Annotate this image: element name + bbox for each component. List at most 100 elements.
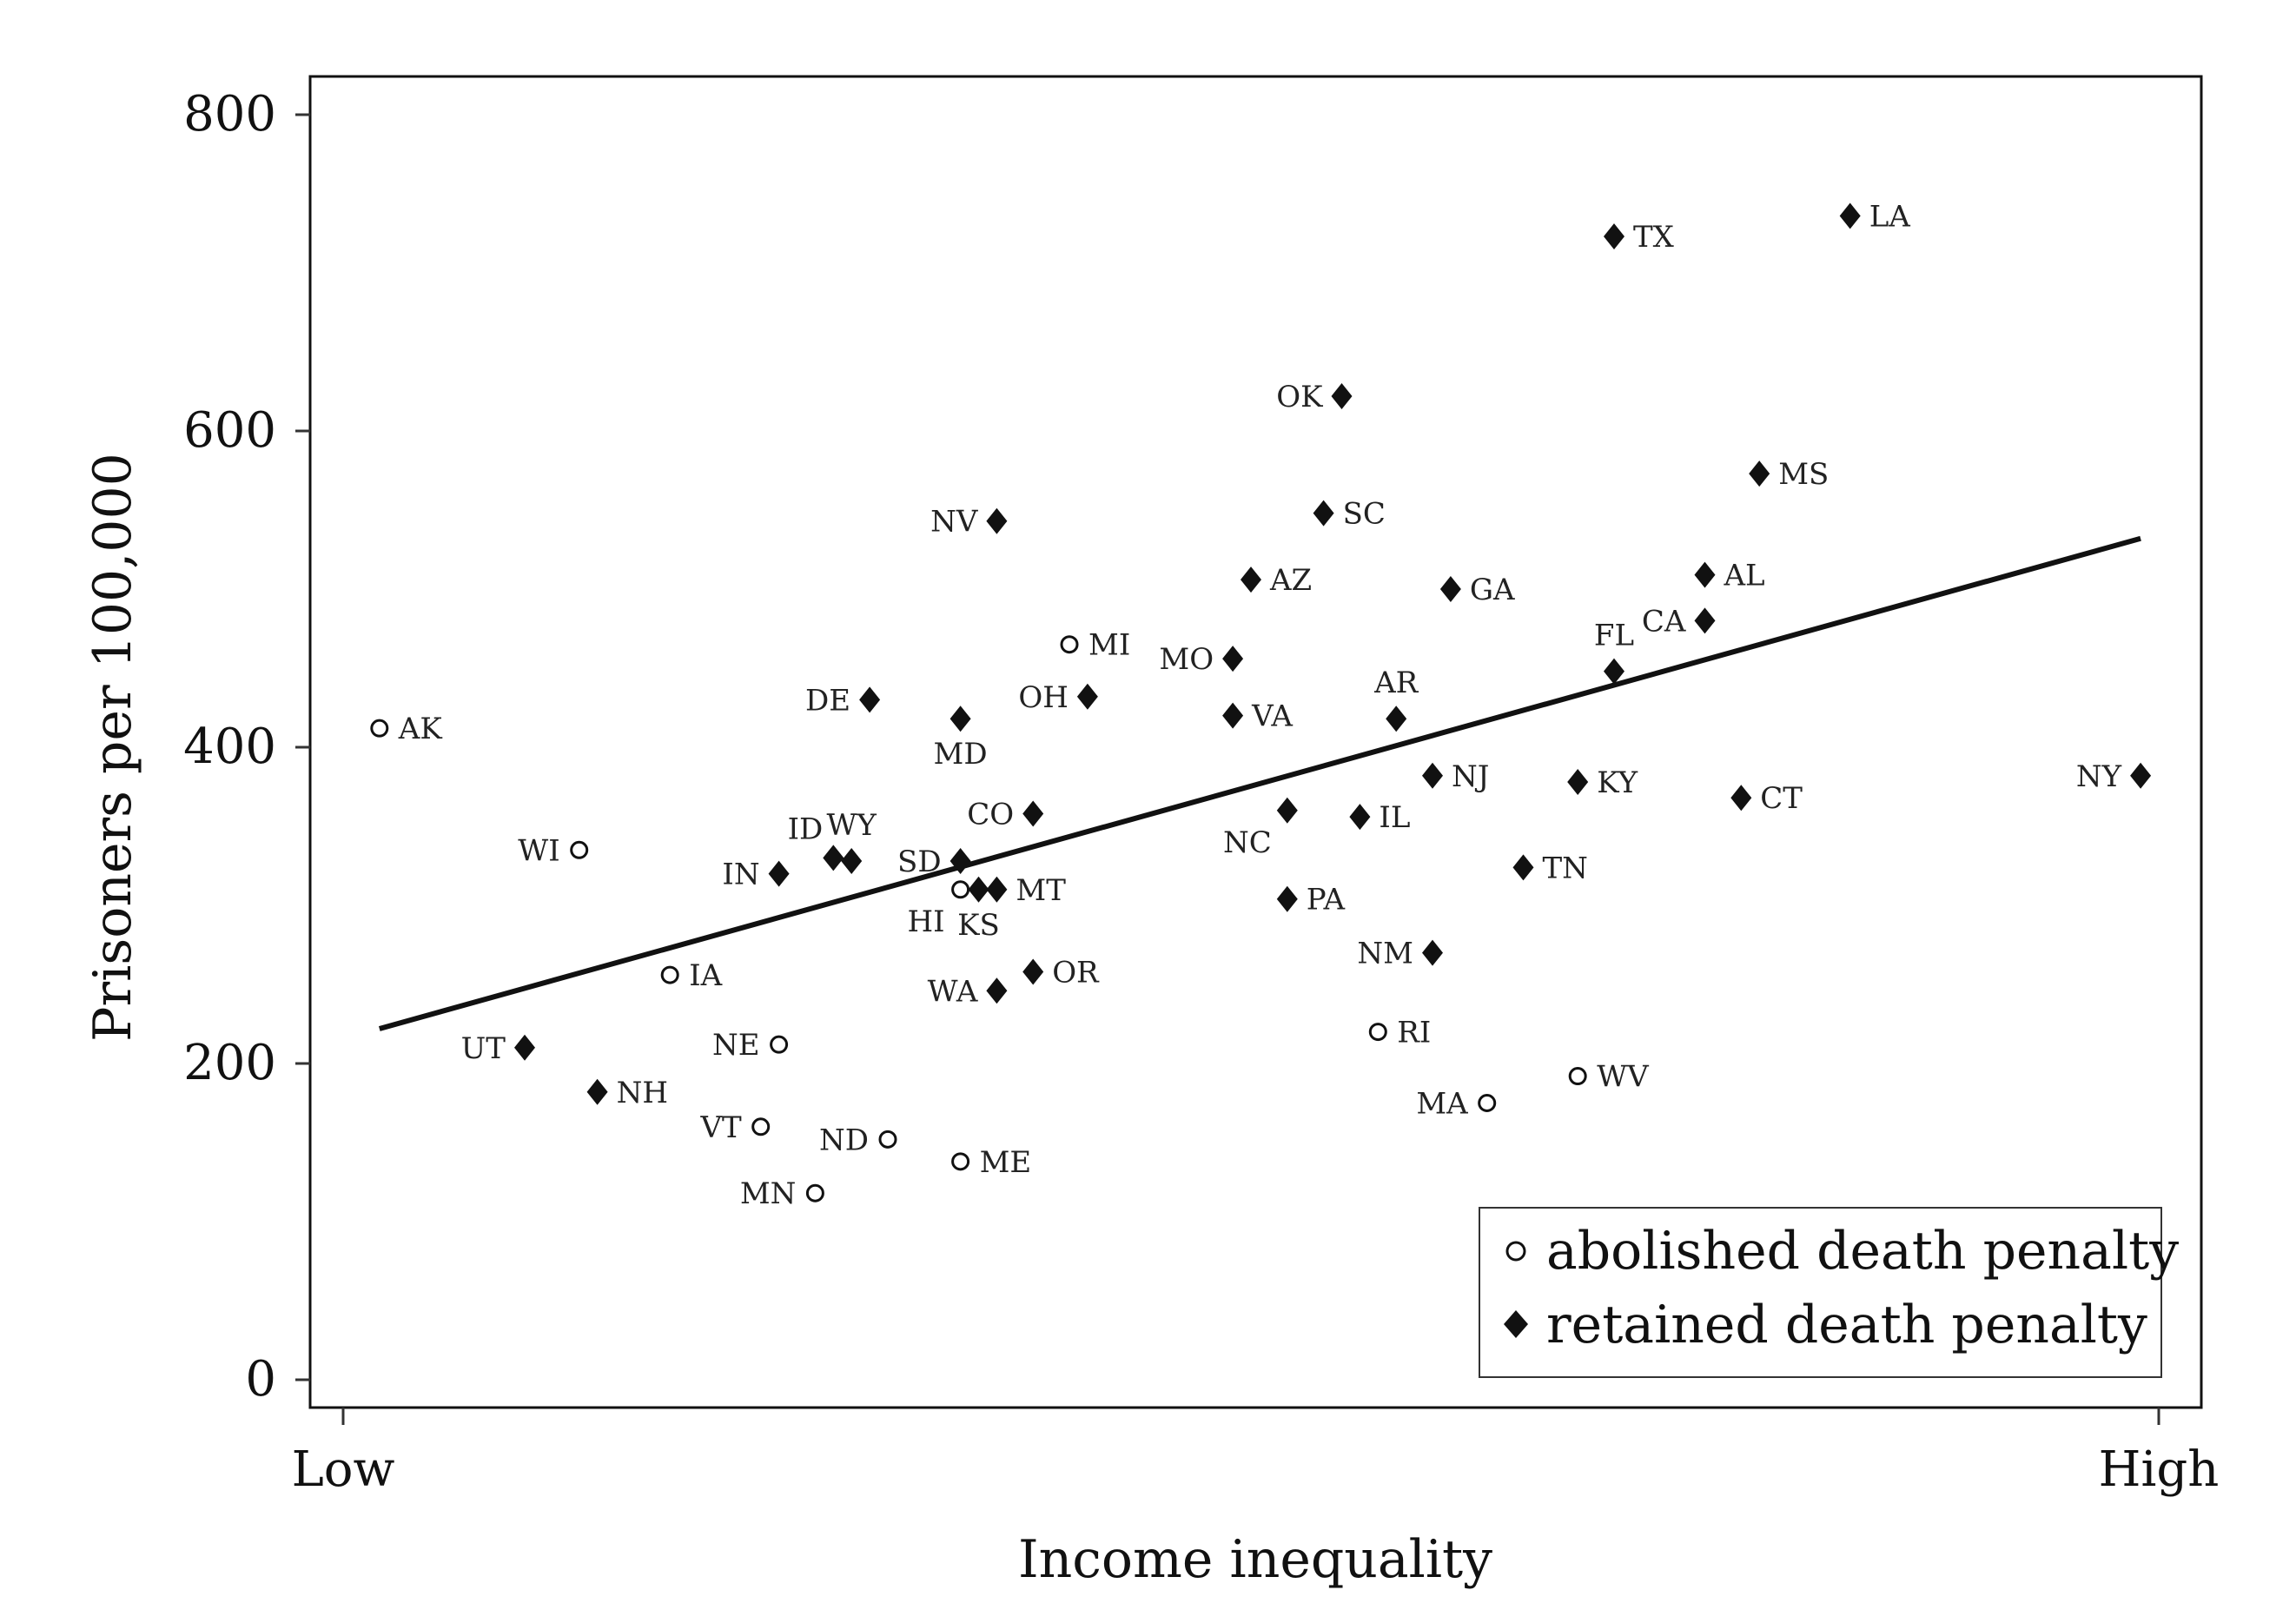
legend-retained-label: retained death penalty	[1546, 1295, 2147, 1355]
point-ca-label: CA	[1642, 604, 1686, 639]
point-mn-marker	[805, 1183, 824, 1203]
point-tn-label: TN	[1543, 851, 1588, 885]
point-la-marker	[1839, 202, 1861, 229]
point-nd-marker	[878, 1130, 897, 1149]
point-az-label: AZ	[1269, 563, 1312, 598]
legend: abolished death penalty retained death p…	[1479, 1207, 2179, 1378]
point-ct-label: CT	[1760, 781, 1803, 816]
x-axis: Low High	[292, 1408, 2220, 1498]
y-tick-label-0: 0	[245, 1351, 276, 1408]
point-wv-label: WV	[1597, 1060, 1650, 1095]
point-fl-marker	[1604, 658, 1624, 685]
point-or-marker	[1022, 958, 1044, 985]
point-il-label: IL	[1379, 800, 1410, 835]
point-tx-label: TX	[1633, 220, 1675, 255]
point-ga-marker	[1439, 576, 1461, 602]
point-md-marker	[949, 706, 971, 732]
point-ar-marker	[1386, 706, 1407, 732]
point-md-label: MD	[934, 737, 988, 772]
y-tick-label-400: 400	[183, 719, 276, 775]
point-ok-marker	[1331, 382, 1353, 409]
point-ct-marker	[1730, 785, 1752, 812]
point-ut-marker	[514, 1034, 535, 1061]
point-vt-label: VT	[699, 1110, 742, 1145]
point-vt-marker	[751, 1117, 771, 1136]
point-ar-label: AR	[1373, 666, 1419, 700]
point-pa-marker	[1276, 885, 1298, 912]
x-tick-label-low: Low	[292, 1441, 395, 1498]
y-tick-label-200: 200	[183, 1035, 276, 1091]
point-mi-label: MI	[1088, 628, 1130, 663]
point-ca-marker	[1694, 607, 1716, 634]
trend-line	[378, 535, 2141, 1031]
point-nj-label: NJ	[1452, 759, 1489, 794]
point-ny-label: NY	[2076, 759, 2122, 794]
point-co-label: CO	[967, 797, 1014, 832]
point-sc-label: SC	[1343, 497, 1386, 532]
point-wa-marker	[986, 977, 1008, 1004]
point-mt-marker	[986, 876, 1008, 903]
point-va-marker	[1222, 702, 1244, 729]
point-al-marker	[1694, 561, 1716, 588]
point-ma-label: MA	[1416, 1087, 1468, 1122]
point-nh-marker	[586, 1078, 608, 1105]
point-ri-marker	[1368, 1023, 1387, 1042]
point-ks-marker	[968, 876, 989, 903]
point-ms-marker	[1749, 460, 1770, 487]
point-mo-label: MO	[1159, 642, 1214, 677]
y-tick-label-600: 600	[183, 402, 276, 459]
point-wv-marker	[1568, 1067, 1587, 1086]
point-hi-label: HI	[908, 904, 945, 939]
point-al-label: AL	[1724, 559, 1765, 593]
point-oh-label: OH	[1018, 680, 1069, 715]
point-ne-marker	[770, 1035, 789, 1054]
legend-abolished-marker	[1505, 1241, 1526, 1262]
data-points: AK WI IA NE VT MN ND ME HI MI RI MA WV UT NH IN ID WY DE SD…	[370, 199, 2152, 1211]
point-tn-marker	[1512, 854, 1534, 881]
point-la-label: LA	[1869, 199, 1911, 234]
point-ky-marker	[1567, 769, 1589, 796]
point-ia-marker	[660, 965, 679, 984]
point-va-label: VA	[1251, 699, 1293, 734]
point-me-marker	[951, 1152, 970, 1171]
point-de-label: DE	[805, 683, 850, 718]
plot-frame	[308, 75, 2203, 1409]
point-mn-label: MN	[740, 1176, 797, 1211]
point-id-marker	[823, 845, 844, 871]
x-axis-title: Income inequality	[1018, 1529, 1492, 1590]
point-nh-label: NH	[617, 1076, 668, 1110]
legend-abolished-label: abolished death penalty	[1546, 1221, 2179, 1282]
legend-box	[1479, 1207, 2162, 1378]
point-nm-marker	[1422, 939, 1443, 966]
point-in-label: IN	[722, 858, 759, 892]
x-tick-label-high: High	[2099, 1441, 2220, 1498]
point-sd-label: SD	[897, 845, 942, 879]
point-nj-marker	[1422, 762, 1443, 789]
point-co-marker	[1022, 800, 1044, 827]
y-axis: 0 200 400 600 800	[183, 86, 310, 1408]
point-fl-label: FL	[1594, 619, 1634, 653]
point-nc-marker	[1276, 797, 1298, 824]
point-ma-marker	[1478, 1094, 1497, 1112]
point-nm-label: NM	[1357, 937, 1413, 971]
point-ia-label: IA	[689, 958, 722, 993]
point-sc-marker	[1313, 500, 1334, 527]
point-ut-label: UT	[461, 1031, 506, 1066]
point-ms-label: MS	[1778, 457, 1829, 492]
point-me-label: ME	[980, 1145, 1032, 1180]
point-de-marker	[859, 686, 881, 713]
point-wa-label: WA	[928, 974, 978, 1009]
y-axis-title: Prisoners per 100,000	[83, 453, 143, 1042]
point-mo-marker	[1222, 646, 1244, 672]
point-ne-label: NE	[712, 1028, 760, 1063]
point-wy-label: WY	[826, 808, 877, 843]
point-ky-label: KY	[1597, 765, 1638, 800]
point-nv-marker	[986, 507, 1008, 534]
point-az-marker	[1241, 566, 1261, 593]
point-tx-marker	[1604, 223, 1624, 250]
point-ny-marker	[2130, 762, 2152, 789]
legend-retained-marker	[1504, 1310, 1528, 1338]
point-il-marker	[1349, 804, 1371, 831]
point-mi-marker	[1060, 635, 1079, 654]
